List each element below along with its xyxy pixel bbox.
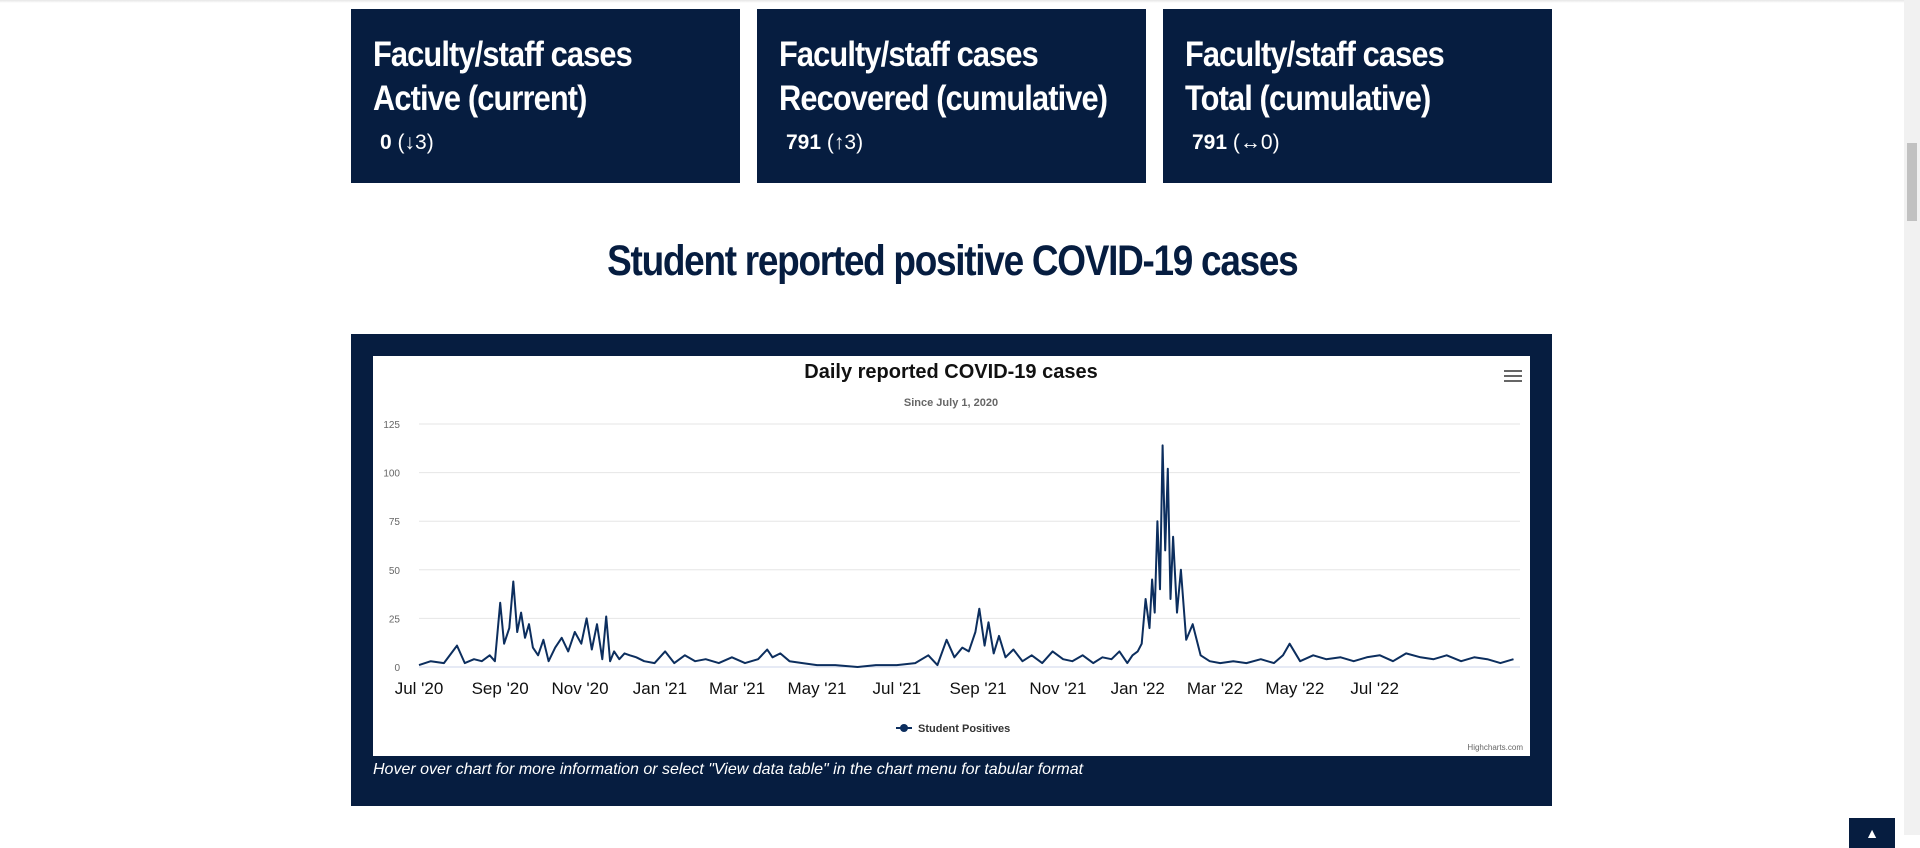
faculty-recovered-card: Faculty/staff cases Recovered (cumulativ… bbox=[757, 9, 1146, 183]
card-value: 0 (↓3) bbox=[380, 131, 740, 155]
chart-svg[interactable]: Daily reported COVID-19 cases Since July … bbox=[373, 356, 1530, 756]
card-change: (↑3) bbox=[826, 131, 864, 154]
card-value: 791 (↔0) bbox=[1192, 131, 1552, 155]
chart-subtitle: Since July 1, 2020 bbox=[904, 397, 998, 409]
card-count: 791 bbox=[1192, 131, 1228, 154]
card-change: (↔0) bbox=[1232, 131, 1280, 154]
back-to-top-button[interactable]: ▲ bbox=[1849, 818, 1895, 848]
hamburger-menu-icon[interactable] bbox=[1504, 370, 1522, 384]
chart-container: Daily reported COVID-19 cases Since July … bbox=[351, 334, 1552, 806]
y-tick-label: 50 bbox=[389, 566, 401, 577]
card-title-line1: Faculty/staff cases bbox=[373, 35, 633, 74]
faculty-total-card: Faculty/staff cases Total (cumulative) 7… bbox=[1163, 9, 1552, 183]
x-tick-label: Nov '21 bbox=[1029, 679, 1086, 698]
faculty-active-card: Faculty/staff cases Active (current) 0 (… bbox=[351, 9, 740, 183]
section-heading: Student reported positive COVID-19 cases bbox=[0, 237, 1904, 286]
y-tick-label: 0 bbox=[394, 663, 400, 674]
card-title-line1: Faculty/staff cases bbox=[1185, 35, 1445, 74]
x-tick-label: Sep '21 bbox=[949, 679, 1006, 698]
x-tick-label: Jan '21 bbox=[633, 679, 687, 698]
card-title-line2: Recovered (cumulative) bbox=[779, 79, 1108, 118]
chart-caption: Hover over chart for more information or… bbox=[373, 761, 1084, 778]
card-title-line2: Total (cumulative) bbox=[1185, 79, 1431, 118]
card-count: 791 bbox=[786, 131, 822, 154]
card-title-line2: Active (current) bbox=[373, 79, 587, 118]
x-tick-label: Jul '22 bbox=[1350, 679, 1399, 698]
legend-symbol-marker bbox=[900, 724, 908, 732]
x-tick-label: May '22 bbox=[1265, 679, 1324, 698]
x-tick-label: Jul '20 bbox=[395, 679, 444, 698]
x-tick-label: Mar '21 bbox=[709, 679, 765, 698]
x-tick-label: Sep '20 bbox=[472, 679, 529, 698]
chart[interactable]: Daily reported COVID-19 cases Since July … bbox=[373, 356, 1530, 756]
scrollbar-thumb[interactable] bbox=[1907, 143, 1917, 221]
header-shadow bbox=[0, 0, 1904, 3]
card-change: (↓3) bbox=[397, 131, 434, 154]
x-tick-label: May '21 bbox=[787, 679, 846, 698]
y-tick-label: 25 bbox=[389, 614, 401, 625]
card-count: 0 bbox=[380, 131, 392, 154]
y-tick-label: 100 bbox=[383, 469, 400, 480]
section-heading-text: Student reported positive COVID-19 cases bbox=[606, 237, 1299, 285]
x-tick-label: Jul '21 bbox=[873, 679, 922, 698]
y-tick-label: 125 bbox=[383, 420, 400, 431]
chart-credits: Highcharts.com bbox=[1467, 743, 1523, 752]
x-tick-label: Mar '22 bbox=[1187, 679, 1243, 698]
x-tick-label: Nov '20 bbox=[551, 679, 608, 698]
series-line-student-positives bbox=[418, 444, 1514, 668]
card-title-line1: Faculty/staff cases bbox=[779, 35, 1039, 74]
scrollbar[interactable] bbox=[1904, 0, 1920, 835]
card-value: 791 (↑3) bbox=[786, 131, 1146, 155]
legend-item-student-positives: Student Positives bbox=[918, 723, 1010, 735]
chart-title: Daily reported COVID-19 cases bbox=[804, 361, 1097, 383]
chevron-up-icon: ▲ bbox=[1865, 825, 1879, 841]
y-tick-label: 75 bbox=[389, 517, 401, 528]
x-tick-label: Jan '22 bbox=[1111, 679, 1165, 698]
